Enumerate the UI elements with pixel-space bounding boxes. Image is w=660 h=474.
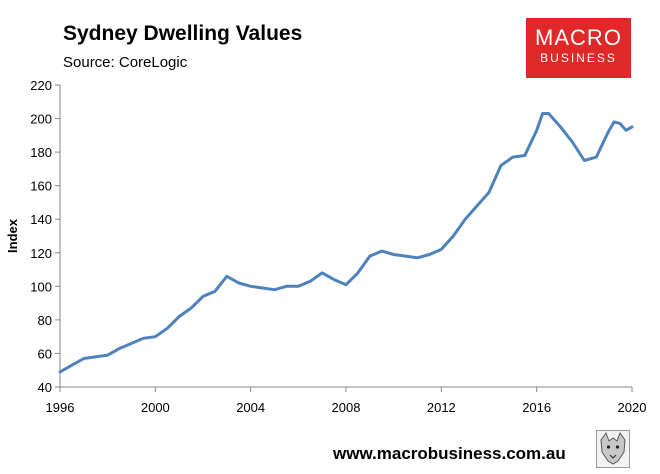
logo-line-macro: MACRO xyxy=(535,25,622,50)
y-tick-label: 60 xyxy=(38,346,52,361)
macrobusiness-logo: MACRO BUSINESS xyxy=(526,18,631,78)
y-tick-label: 160 xyxy=(30,179,52,194)
y-tick-label: 80 xyxy=(38,313,52,328)
wolf-mascot-icon xyxy=(596,430,630,468)
x-tick-label: 2020 xyxy=(618,400,647,415)
y-tick-label: 120 xyxy=(30,246,52,261)
logo-line-business: BUSINESS xyxy=(540,51,617,65)
y-axis-label: Index xyxy=(5,218,20,253)
series-line-sydney-dwelling-values xyxy=(58,112,634,374)
chart-title: Sydney Dwelling Values xyxy=(63,22,303,45)
y-tick-label: 220 xyxy=(30,78,52,93)
y-tick-label: 40 xyxy=(38,380,52,395)
y-tick-label: 200 xyxy=(30,112,52,127)
x-tick-label: 2004 xyxy=(236,400,265,415)
chart-source: Source: CoreLogic xyxy=(63,54,188,71)
x-tick-label: 2008 xyxy=(332,400,361,415)
x-tick-label: 2012 xyxy=(427,400,456,415)
y-tick-label: 140 xyxy=(30,212,52,227)
y-tick-label: 100 xyxy=(30,279,52,294)
x-tick-label: 2000 xyxy=(141,400,170,415)
x-tick-label: 1996 xyxy=(46,400,75,415)
footer-url: www.macrobusiness.com.au xyxy=(333,444,566,463)
y-tick-label: 180 xyxy=(30,145,52,160)
x-tick-label: 2016 xyxy=(522,400,551,415)
